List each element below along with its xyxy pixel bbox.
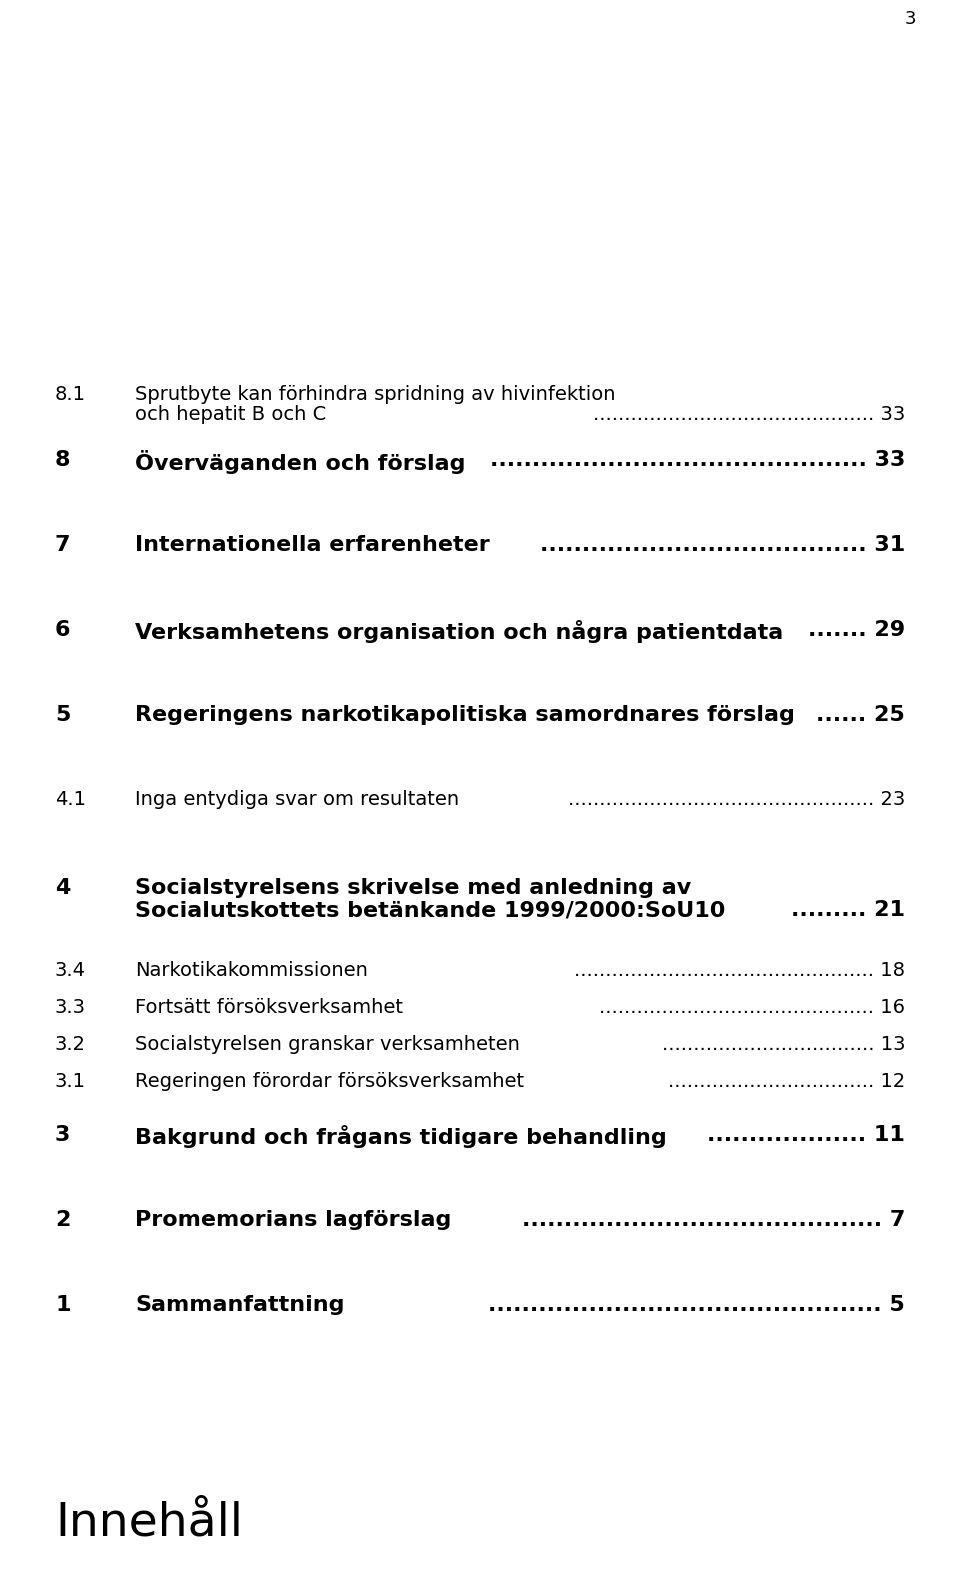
Text: ............................................ 16: ........................................…	[599, 997, 905, 1016]
Text: Internationella erfarenheter: Internationella erfarenheter	[135, 535, 490, 555]
Text: 6: 6	[55, 620, 70, 641]
Text: ............................................... 5: ........................................…	[489, 1296, 905, 1314]
Text: Bakgrund och frågans tidigare behandling: Bakgrund och frågans tidigare behandling	[135, 1125, 667, 1149]
Text: Socialstyrelsen granskar verksamheten: Socialstyrelsen granskar verksamheten	[135, 1035, 520, 1054]
Text: Socialstyrelsens skrivelse med anledning av: Socialstyrelsens skrivelse med anledning…	[135, 877, 691, 898]
Text: 7: 7	[55, 535, 70, 555]
Text: och hepatit B och C: och hepatit B och C	[135, 404, 326, 423]
Text: 4: 4	[55, 877, 70, 898]
Text: 3: 3	[904, 9, 916, 28]
Text: 3.4: 3.4	[55, 961, 86, 980]
Text: ................................. 12: ................................. 12	[668, 1071, 905, 1090]
Text: 5: 5	[55, 705, 70, 724]
Text: 3: 3	[55, 1125, 70, 1146]
Text: ................................................. 23: ........................................…	[567, 791, 905, 810]
Text: Narkotikakommissionen: Narkotikakommissionen	[135, 961, 368, 980]
Text: ....................................... 31: ....................................... …	[540, 535, 905, 555]
Text: ............................................. 33: ........................................…	[490, 450, 905, 470]
Text: Sprutbyte kan förhindra spridning av hivinfektion: Sprutbyte kan förhindra spridning av hiv…	[135, 385, 615, 404]
Text: Socialutskottets betänkande 1999/2000:SoU10: Socialutskottets betänkande 1999/2000:So…	[135, 901, 726, 920]
Text: ................... 11: ................... 11	[708, 1125, 905, 1146]
Text: Regeringens narkotikapolitiska samordnares förslag: Regeringens narkotikapolitiska samordnar…	[135, 705, 795, 724]
Text: 3.3: 3.3	[55, 997, 86, 1016]
Text: 8: 8	[55, 450, 70, 470]
Text: Sammanfattning: Sammanfattning	[135, 1296, 345, 1314]
Text: Innehåll: Innehåll	[55, 1501, 243, 1545]
Text: 3.2: 3.2	[55, 1035, 86, 1054]
Text: 4.1: 4.1	[55, 791, 86, 810]
Text: ...... 25: ...... 25	[816, 705, 905, 724]
Text: ........................................... 7: ........................................…	[521, 1210, 905, 1229]
Text: Verksamhetens organisation och några patientdata: Verksamhetens organisation och några pat…	[135, 620, 783, 642]
Text: 2: 2	[55, 1210, 70, 1229]
Text: Regeringen förordar försöksverksamhet: Regeringen förordar försöksverksamhet	[135, 1071, 524, 1090]
Text: .................................. 13: .................................. 13	[661, 1035, 905, 1054]
Text: ............................................. 33: ........................................…	[592, 404, 905, 423]
Text: Promemorians lagförslag: Promemorians lagförslag	[135, 1210, 451, 1229]
Text: ....... 29: ....... 29	[808, 620, 905, 641]
Text: Fortsätt försöksverksamhet: Fortsätt försöksverksamhet	[135, 997, 403, 1016]
Text: 8.1: 8.1	[55, 385, 86, 404]
Text: Överväganden och förslag: Överväganden och förslag	[135, 450, 466, 473]
Text: ......... 21: ......... 21	[791, 901, 905, 920]
Text: 1: 1	[55, 1296, 70, 1314]
Text: 3.1: 3.1	[55, 1071, 86, 1090]
Text: ................................................ 18: ........................................…	[574, 961, 905, 980]
Text: Inga entydiga svar om resultaten: Inga entydiga svar om resultaten	[135, 791, 459, 810]
